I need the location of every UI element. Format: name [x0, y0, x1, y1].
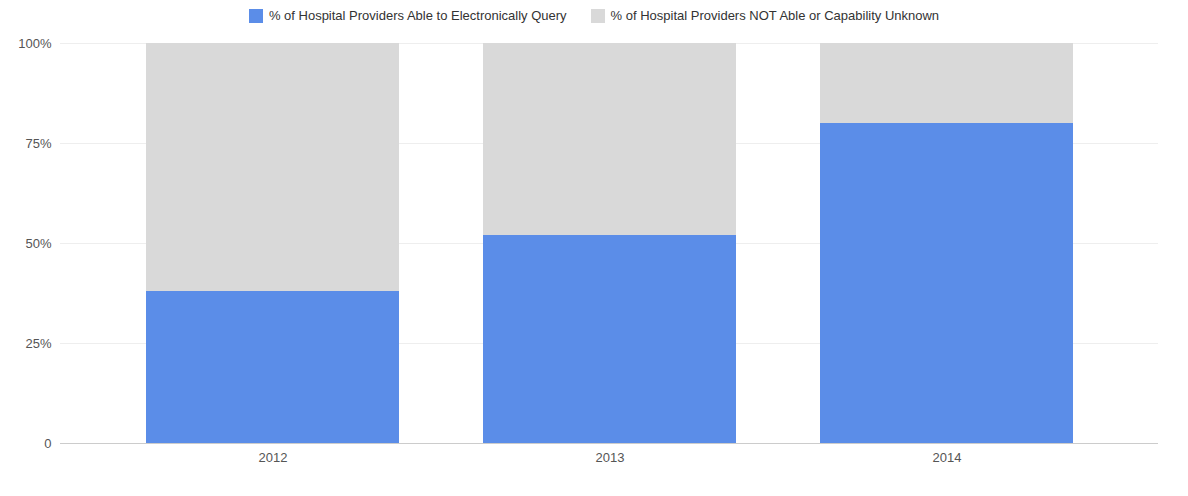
- svg-text:50%: 50%: [25, 236, 51, 251]
- svg-text:25%: 25%: [25, 336, 51, 351]
- svg-text:2013: 2013: [596, 450, 625, 465]
- svg-text:75%: 75%: [25, 136, 51, 151]
- html-text:% of Hospital Providers Able t: % of Hospital Providers Able to Electron…: [268, 8, 567, 23]
- html-text:% of Hospital Providers NOT Ab: % of Hospital Providers NOT Able or Capa…: [610, 8, 940, 23]
- svg-text:100%: 100%: [18, 36, 52, 51]
- svg-text:2012: 2012: [259, 450, 288, 465]
- svg-text:0: 0: [44, 436, 51, 451]
- svg-text:2014: 2014: [933, 450, 962, 465]
